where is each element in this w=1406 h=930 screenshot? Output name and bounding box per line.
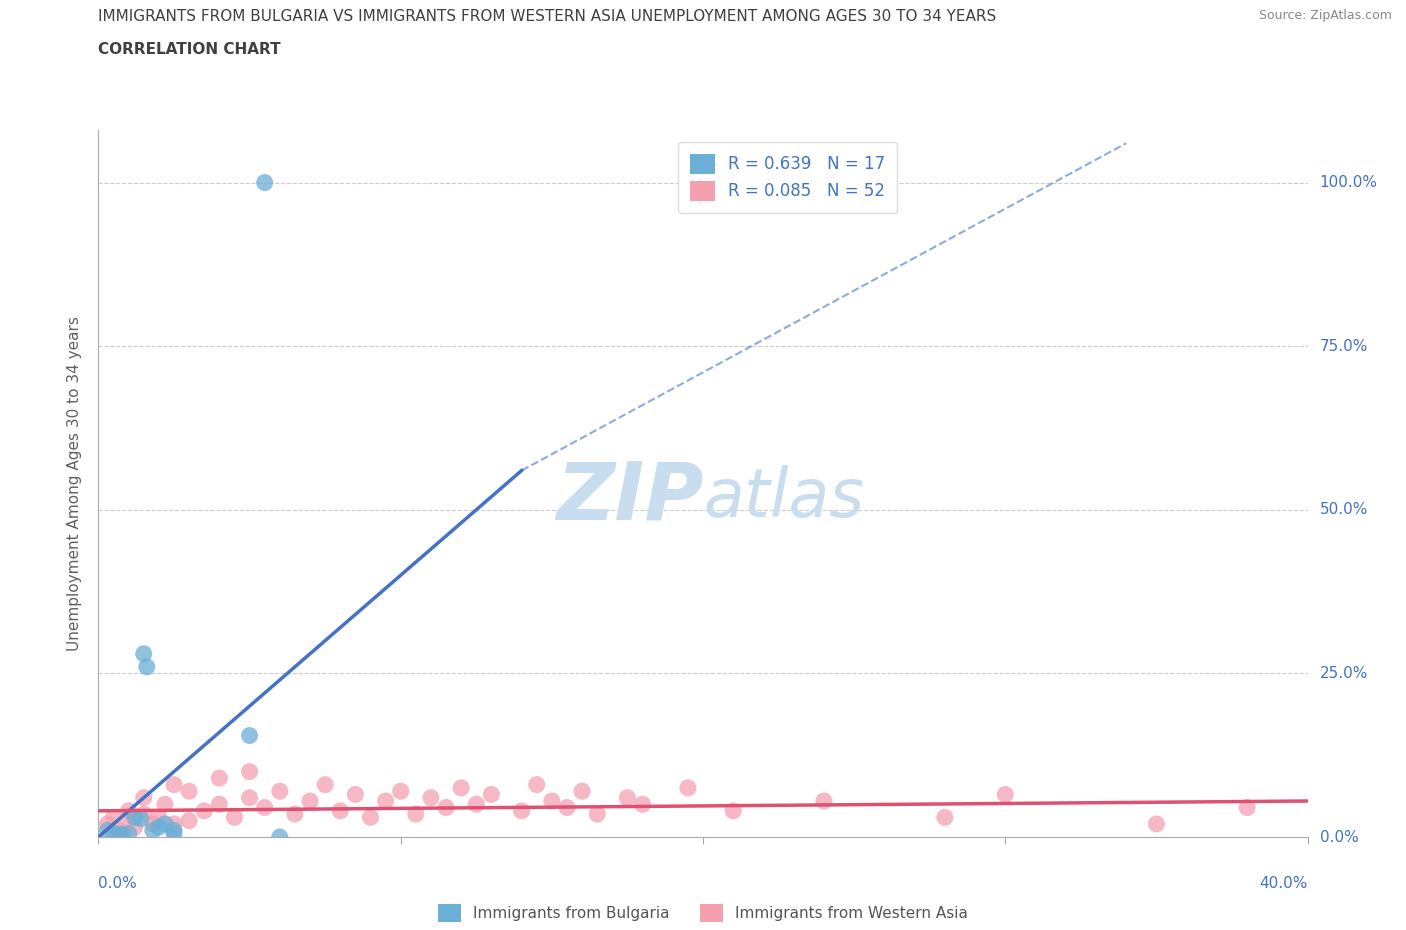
Point: [269, 784, 291, 799]
Point: [1144, 817, 1167, 831]
Text: Source: ZipAtlas.com: Source: ZipAtlas.com: [1258, 9, 1392, 22]
Point: [148, 810, 170, 825]
Point: [465, 797, 488, 812]
Point: [344, 787, 367, 802]
Point: [224, 810, 246, 825]
Point: [103, 810, 125, 825]
Point: [163, 823, 186, 838]
Text: ZIP: ZIP: [555, 458, 703, 537]
Text: 75.0%: 75.0%: [1320, 339, 1368, 353]
Text: 25.0%: 25.0%: [1320, 666, 1368, 681]
Point: [124, 819, 146, 834]
Point: [360, 810, 382, 825]
Point: [118, 826, 141, 841]
Point: [135, 659, 157, 674]
Text: 0.0%: 0.0%: [1320, 830, 1358, 844]
Point: [96, 823, 118, 838]
Legend: Immigrants from Bulgaria, Immigrants from Western Asia: Immigrants from Bulgaria, Immigrants fro…: [432, 897, 974, 928]
Point: [142, 817, 165, 831]
Point: [389, 784, 412, 799]
Point: [253, 175, 276, 190]
Text: atlas: atlas: [703, 465, 865, 531]
Point: [269, 830, 291, 844]
Point: [148, 819, 170, 834]
Point: [208, 797, 231, 812]
Text: CORRELATION CHART: CORRELATION CHART: [98, 42, 281, 57]
Point: [374, 793, 396, 808]
Point: [208, 771, 231, 786]
Point: [1236, 800, 1258, 815]
Point: [253, 800, 276, 815]
Point: [616, 790, 638, 805]
Point: [153, 797, 176, 812]
Point: [631, 797, 654, 812]
Point: [540, 793, 562, 808]
Point: [108, 826, 131, 841]
Point: [586, 806, 609, 821]
Point: [132, 790, 155, 805]
Point: [299, 793, 322, 808]
Point: [555, 800, 578, 815]
Point: [142, 823, 165, 838]
Text: 100.0%: 100.0%: [1320, 175, 1378, 190]
Point: [153, 817, 176, 831]
Point: [129, 811, 152, 826]
Point: [124, 810, 146, 825]
Text: 40.0%: 40.0%: [1260, 876, 1308, 891]
Point: [163, 826, 186, 841]
Point: [526, 777, 548, 792]
Point: [108, 823, 131, 838]
Point: [450, 780, 472, 795]
Point: [994, 787, 1017, 802]
Point: [405, 806, 427, 821]
Point: [193, 804, 215, 818]
Point: [239, 790, 262, 805]
Point: [934, 810, 956, 825]
Point: [177, 813, 201, 828]
Point: [132, 646, 155, 661]
Point: [132, 806, 155, 821]
Point: [103, 826, 125, 841]
Point: [329, 804, 352, 818]
Point: [118, 804, 141, 818]
Point: [96, 817, 118, 831]
Point: [676, 780, 699, 795]
Point: [571, 784, 593, 799]
Point: [813, 793, 835, 808]
Text: 50.0%: 50.0%: [1320, 502, 1368, 517]
Y-axis label: Unemployment Among Ages 30 to 34 years: Unemployment Among Ages 30 to 34 years: [67, 316, 83, 651]
Point: [239, 728, 262, 743]
Text: 0.0%: 0.0%: [98, 876, 138, 891]
Point: [434, 800, 457, 815]
Point: [481, 787, 503, 802]
Point: [239, 764, 262, 779]
Point: [419, 790, 441, 805]
Point: [111, 828, 134, 843]
Point: [118, 813, 141, 828]
Point: [284, 806, 307, 821]
Point: [163, 817, 186, 831]
Text: IMMIGRANTS FROM BULGARIA VS IMMIGRANTS FROM WESTERN ASIA UNEMPLOYMENT AMONG AGES: IMMIGRANTS FROM BULGARIA VS IMMIGRANTS F…: [98, 9, 997, 24]
Point: [163, 777, 186, 792]
Point: [314, 777, 336, 792]
Point: [177, 784, 201, 799]
Point: [510, 804, 533, 818]
Point: [721, 804, 744, 818]
